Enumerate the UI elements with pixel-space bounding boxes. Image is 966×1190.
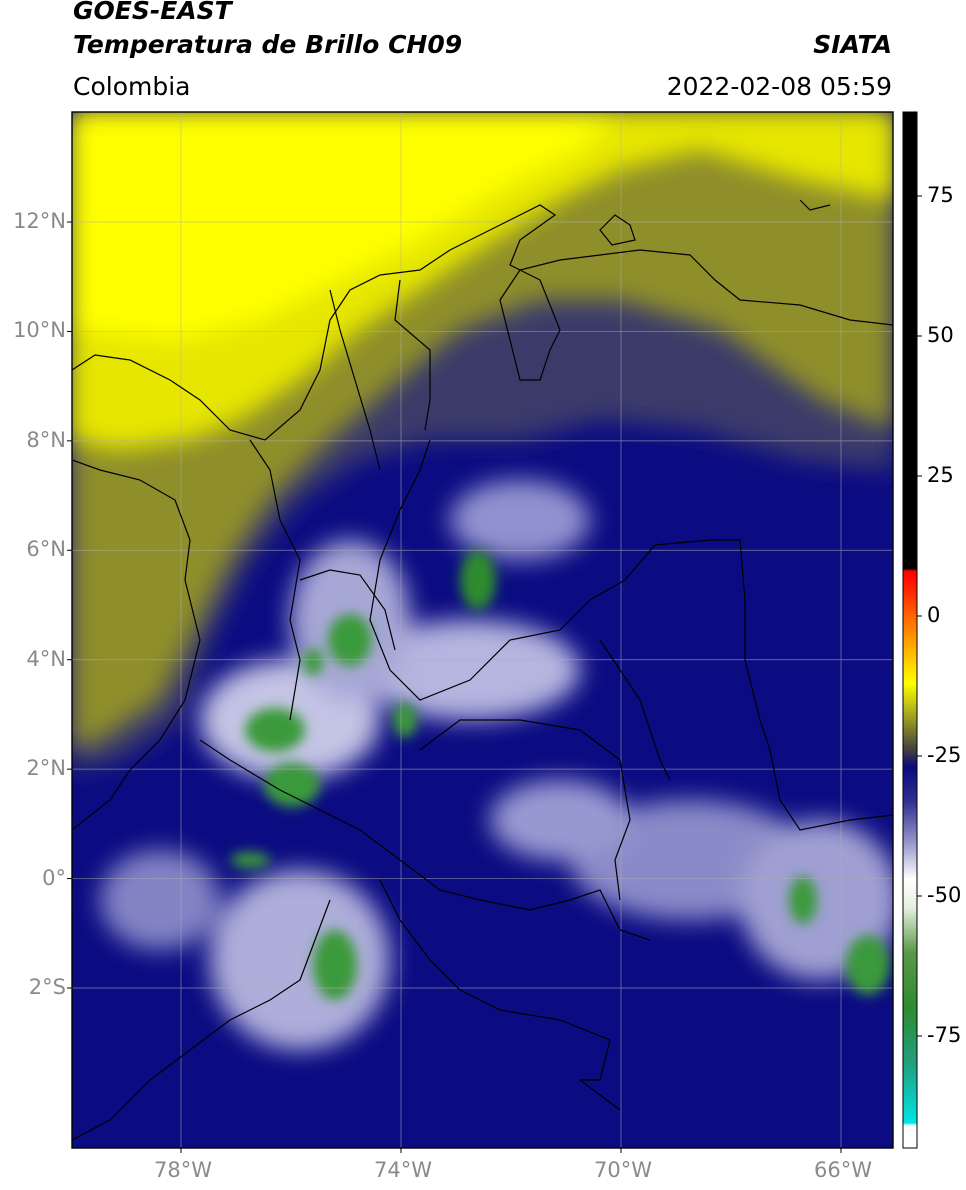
satellite-title: GOES-EAST	[73, 0, 232, 25]
graticule	[72, 112, 893, 1148]
lat-tick-label: 10°N	[13, 318, 66, 343]
colorbar-frame	[902, 111, 918, 1149]
lat-tick-label: 12°N	[13, 209, 66, 233]
map-frame	[71, 111, 894, 1149]
colorbar-tick-label: -75	[927, 1023, 962, 1047]
lat-tick-label: 8°N	[26, 427, 66, 452]
field-dry-yellow	[72, 112, 893, 450]
lon-tick-label: 66°W	[814, 1158, 872, 1182]
lon-tick-label: 74°W	[374, 1158, 432, 1182]
lon-tick-label: 70°W	[594, 1158, 652, 1182]
lon-ticks	[180, 1148, 842, 1153]
lat-tick-label: 4°N	[26, 646, 66, 671]
region-label: Colombia	[73, 72, 191, 101]
colorbar-tick-label: 50	[927, 323, 954, 347]
colorbar-tick-label: 75	[927, 183, 954, 207]
colorbar-tick-label: 0	[927, 603, 941, 627]
brightness-temperature-field	[72, 112, 893, 1148]
lat-tick-label: 2°S	[28, 975, 66, 999]
colorbar-tick-label: 25	[927, 463, 954, 487]
agency-label: SIATA	[813, 30, 892, 59]
coastline-borders	[72, 199, 893, 1141]
colorbar	[903, 112, 917, 1148]
colorbar-tick-label: -50	[927, 883, 962, 907]
field-deep-convection	[230, 550, 890, 1000]
colorbar-ticks	[917, 195, 922, 1037]
lat-tick-label: 2°N	[26, 756, 66, 781]
colorbar-tick-label: -25	[927, 743, 962, 767]
lat-tick-label: 6°N	[26, 537, 66, 562]
lat-tick-label: 0°	[42, 865, 66, 890]
product-title: Temperatura de Brillo CH09	[73, 30, 463, 59]
lat-ticks	[67, 221, 72, 989]
lon-tick-label: 78°W	[154, 1158, 212, 1182]
datetime-label: 2022-02-08 05:59	[666, 72, 892, 101]
